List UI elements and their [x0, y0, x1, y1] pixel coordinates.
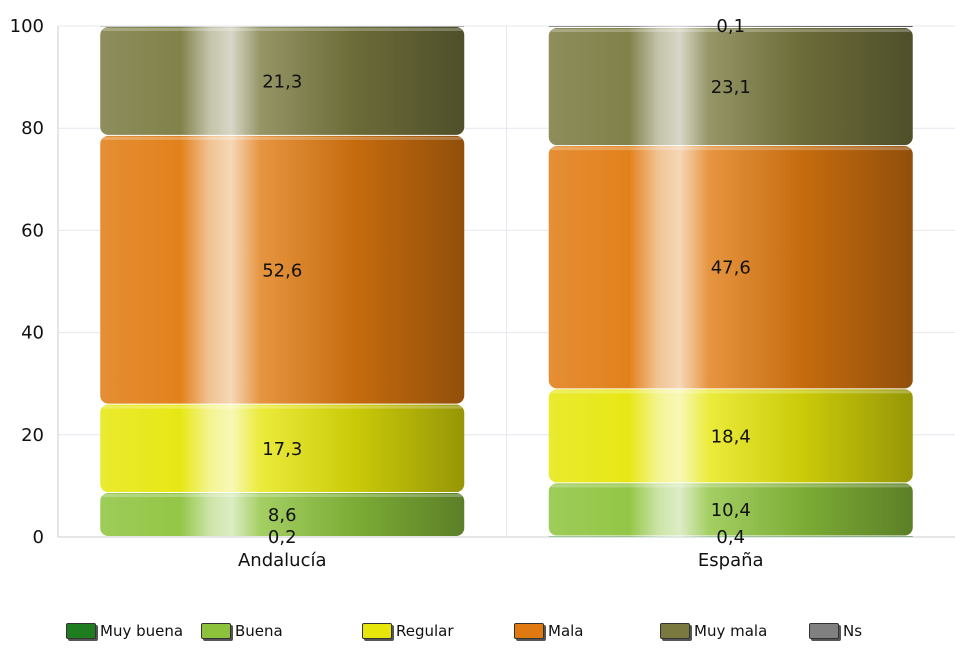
bar-segment-highlight: [102, 405, 463, 409]
data-labels: 0,2 21,3 52,6 17,3 8,6 0,4 23,1 47,6 18,4 10,4 0,1: [262, 16, 751, 548]
bar-segment: [548, 26, 913, 28]
bar-segment: [548, 483, 913, 536]
legend-item: Regular: [362, 622, 454, 640]
bar-segment-highlight: [102, 28, 463, 32]
bar-segment-highlight: [550, 29, 911, 33]
legend-label: Muy buena: [100, 622, 184, 640]
bar-segment-highlight: [550, 147, 911, 151]
legend: Muy buena Buena Regular Mala Muy mala Ns: [0, 622, 955, 646]
data-label: 0,2: [268, 527, 297, 548]
legend-label: Ns: [843, 622, 863, 640]
bar-segment-highlight: [102, 136, 463, 140]
legend-swatch: [660, 623, 690, 639]
data-label: 23,1: [711, 77, 751, 98]
legend-swatch: [514, 623, 544, 639]
legend-item: Mala: [514, 622, 584, 640]
legend-item: Buena: [201, 622, 283, 640]
y-tick-label: 0: [33, 527, 44, 548]
legend-swatch: [809, 623, 839, 639]
y-tick-label: 100: [10, 16, 44, 37]
data-label: 10,4: [711, 500, 751, 521]
bar-segment: [100, 135, 465, 404]
legend-swatch: [362, 623, 392, 639]
legend-swatch: [201, 623, 231, 639]
legend-label: Muy mala: [694, 622, 768, 640]
bar-segment: [548, 28, 913, 146]
bar-segment-highlight: [102, 494, 463, 498]
data-label: 47,6: [711, 258, 751, 279]
data-label: 0,1: [716, 16, 745, 37]
y-tick-label: 60: [21, 220, 44, 241]
legend-label: Mala: [548, 622, 584, 640]
bars: [100, 26, 913, 537]
legend-item: Muy buena: [66, 622, 183, 640]
legend-label: Regular: [396, 622, 454, 640]
y-tick-label: 80: [21, 118, 44, 139]
x-tick-label: Andalucía: [238, 550, 327, 571]
data-label: 18,4: [711, 426, 751, 447]
legend-label: Buena: [235, 622, 283, 640]
data-label: 17,3: [262, 439, 302, 460]
bar-segment: [100, 493, 465, 536]
legend-item: Ns: [809, 622, 862, 640]
y-tick-label: 40: [21, 323, 44, 344]
y-tick-label: 20: [21, 425, 44, 446]
bar-segment: [100, 27, 465, 135]
x-tick-label: España: [698, 550, 764, 571]
bar-segment: [100, 404, 465, 493]
data-label: 0,4: [716, 527, 745, 548]
bar-segment: [548, 536, 913, 537]
bar-segment: [100, 26, 465, 27]
data-label: 8,6: [268, 505, 297, 526]
bar-segment-highlight: [550, 484, 911, 488]
legend-swatch: [66, 623, 96, 639]
bar-segment-highlight: [550, 390, 911, 394]
legend-item: Muy mala: [660, 622, 767, 640]
bar-segment: [548, 389, 913, 483]
data-label: 52,6: [262, 260, 302, 281]
data-label: 21,3: [262, 71, 302, 92]
axes: 0 20 40 60 80 100 Andalucía España: [10, 16, 955, 571]
bar-segment: [548, 146, 913, 389]
